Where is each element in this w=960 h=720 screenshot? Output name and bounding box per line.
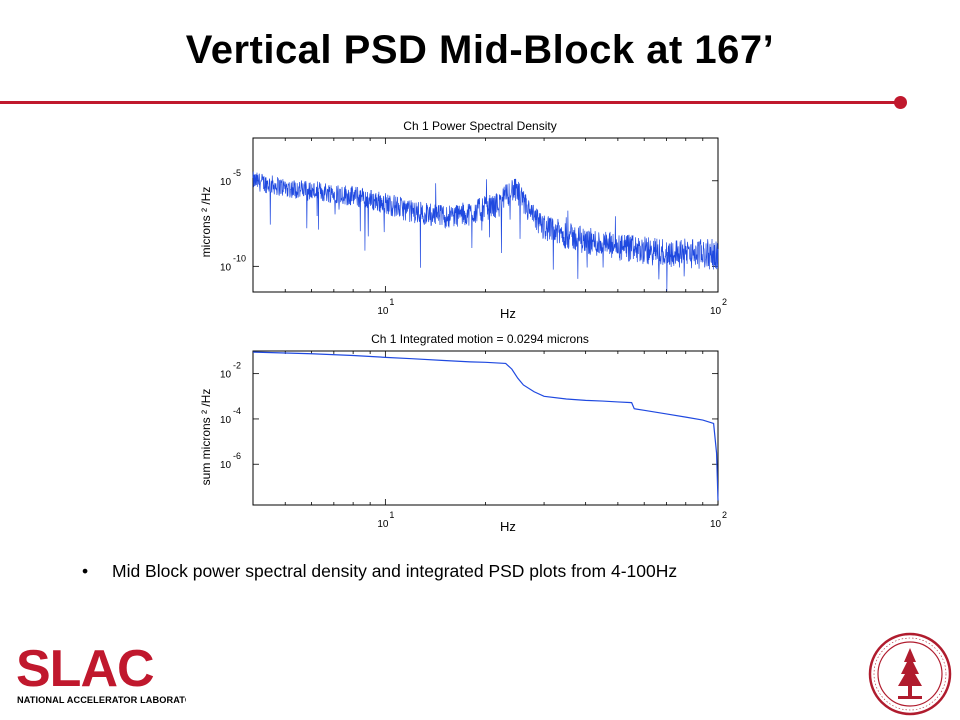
integrated-chart-title: Ch 1 Integrated motion = 0.0294 microns xyxy=(371,332,589,346)
x-tick-label-exponent: 1 xyxy=(389,510,394,520)
divider-end-dot xyxy=(894,96,907,109)
x-tick-label-base: 10 xyxy=(377,306,389,317)
x-tick-label-base: 10 xyxy=(377,519,389,530)
x-tick-label-base: 10 xyxy=(710,519,722,530)
integrated-series xyxy=(252,351,719,501)
psd-chart-title: Ch 1 Power Spectral Density xyxy=(403,119,556,133)
y-tick-label-base: 10 xyxy=(220,460,232,471)
title-divider xyxy=(0,101,900,104)
x-tick-label-exponent: 1 xyxy=(389,297,394,307)
y-tick-label-exponent: -2 xyxy=(233,361,241,371)
integrated-axis-ticks xyxy=(252,351,719,505)
integrated-y-axis-label: sum microns ² /Hz xyxy=(199,389,213,486)
slac-logo: SLAC NATIONAL ACCELERATOR LABORATORY xyxy=(16,642,186,705)
psd-plot-frame xyxy=(252,137,719,293)
x-tick-label-exponent: 2 xyxy=(722,510,727,520)
y-tick-label-exponent: -5 xyxy=(233,168,241,178)
slac-logo-wordmark: SLAC xyxy=(16,642,154,698)
psd-series xyxy=(252,171,719,292)
x-tick-label-exponent: 2 xyxy=(722,297,727,307)
psd-series-line xyxy=(252,171,719,292)
integrated-x-axis-label: Hz xyxy=(500,519,516,534)
y-tick-label-base: 10 xyxy=(220,370,232,381)
stanford-seal-icon xyxy=(868,632,952,716)
integrated-plot-frame xyxy=(252,350,719,506)
integrated-series-line xyxy=(252,351,719,501)
y-tick-label-base: 10 xyxy=(220,262,232,273)
integrated-y-tick-labels: 10-210-410-6 xyxy=(220,361,241,472)
integrated-chart: Ch 1 Integrated motion = 0.0294 microns … xyxy=(199,332,727,534)
bullet-item: • Mid Block power spectral density and in… xyxy=(82,561,677,582)
y-tick-label-base: 10 xyxy=(220,177,232,188)
y-tick-label-base: 10 xyxy=(220,415,232,426)
y-tick-label-exponent: -6 xyxy=(233,451,241,461)
psd-y-tick-labels: 10-510-10 xyxy=(220,168,246,274)
slac-logo-subtitle: NATIONAL ACCELERATOR LABORATORY xyxy=(17,695,186,705)
bullet-text: Mid Block power spectral density and int… xyxy=(112,561,678,581)
psd-y-axis-label: microns ² /Hz xyxy=(199,187,213,258)
psd-x-axis-label: Hz xyxy=(500,306,516,321)
y-tick-label-exponent: -10 xyxy=(233,253,246,263)
slide-title: Vertical PSD Mid-Block at 167’ xyxy=(185,28,775,72)
x-tick-label-base: 10 xyxy=(710,306,722,317)
psd-axis-ticks xyxy=(252,138,719,292)
y-tick-label-exponent: -4 xyxy=(233,406,241,416)
bullet-marker: • xyxy=(82,561,89,581)
